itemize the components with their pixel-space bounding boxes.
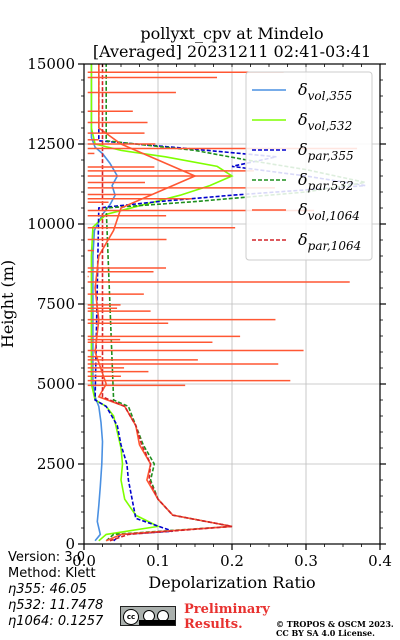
info-block: Version: 3.0 Method: Klett η355: 46.05 η… — [8, 550, 103, 630]
cc-license-badge: cc — [120, 606, 176, 626]
y-tick-label: 2500 — [37, 455, 75, 473]
legend-label: δvol,532 — [298, 110, 352, 133]
y-tick-label: 7500 — [37, 295, 75, 313]
copyright-line2: CC BY SA 4.0 License. — [276, 628, 375, 638]
series-line — [101, 64, 233, 542]
legend-box — [245, 71, 373, 261]
series-group — [90, 64, 366, 542]
version-text: Version: 3.0 — [8, 550, 85, 565]
x-tick-label: 0.2 — [220, 552, 244, 570]
series-line — [90, 64, 119, 542]
eta532-text: η532: 11.7478 — [8, 598, 104, 613]
chart-title: pollyxt_cpv at Mindelo — [140, 24, 323, 43]
axis-ticks: 0.0 0.1 0.2 0.3 0.4 0 2500 5000 7500 10000 12500 15… — [27, 55, 392, 570]
legend-label: δpar,532 — [298, 170, 354, 193]
eta1064-text: η1064: 0.1257 — [8, 614, 104, 629]
y-tick-label: 12500 — [27, 135, 75, 153]
y-tick-label: 10000 — [27, 215, 75, 233]
legend-label: δpar,355 — [298, 140, 354, 163]
legend-label: δpar,1064 — [298, 230, 361, 253]
legend-label: δvol,355 — [298, 80, 352, 103]
y-tick-label: 0 — [65, 535, 75, 553]
x-axis-label: Depolarization Ratio — [148, 573, 315, 592]
preliminary-notice: Preliminary Results. — [184, 602, 270, 632]
x-tick-label: 0.0 — [72, 552, 96, 570]
x-tick-label: 0.3 — [294, 552, 318, 570]
preliminary-line2: Results. — [184, 617, 243, 632]
x-tick-label: 0.1 — [146, 552, 170, 570]
copyright-line1: © TROPOS & OSCM 2023. — [276, 619, 394, 629]
legend: δvol,355 δvol,532 δpar,355 δpar,532 δvol,106… — [245, 71, 373, 261]
y-axis-label: Height (m) — [0, 260, 17, 348]
x-tick-label: 0.4 — [368, 552, 392, 570]
series-line — [90, 64, 234, 542]
y-tick-label: 15000 — [27, 55, 75, 73]
series-line — [94, 64, 233, 542]
license-bar — [139, 620, 175, 625]
preliminary-line1: Preliminary — [184, 602, 270, 617]
method-text: Method: Klett — [8, 566, 96, 581]
chart-subtitle: [Averaged] 20231211 02:41-03:41 — [93, 42, 371, 61]
y-tick-label: 5000 — [37, 375, 75, 393]
vol1064-noise — [87, 71, 358, 387]
eta355-text: η355: 46.05 — [8, 582, 87, 597]
cc-icon: cc — [123, 609, 139, 625]
copyright-notice: © TROPOS & OSCM 2023. CC BY SA 4.0 Licen… — [276, 620, 394, 638]
legend-label: δvol,1064 — [298, 200, 360, 223]
